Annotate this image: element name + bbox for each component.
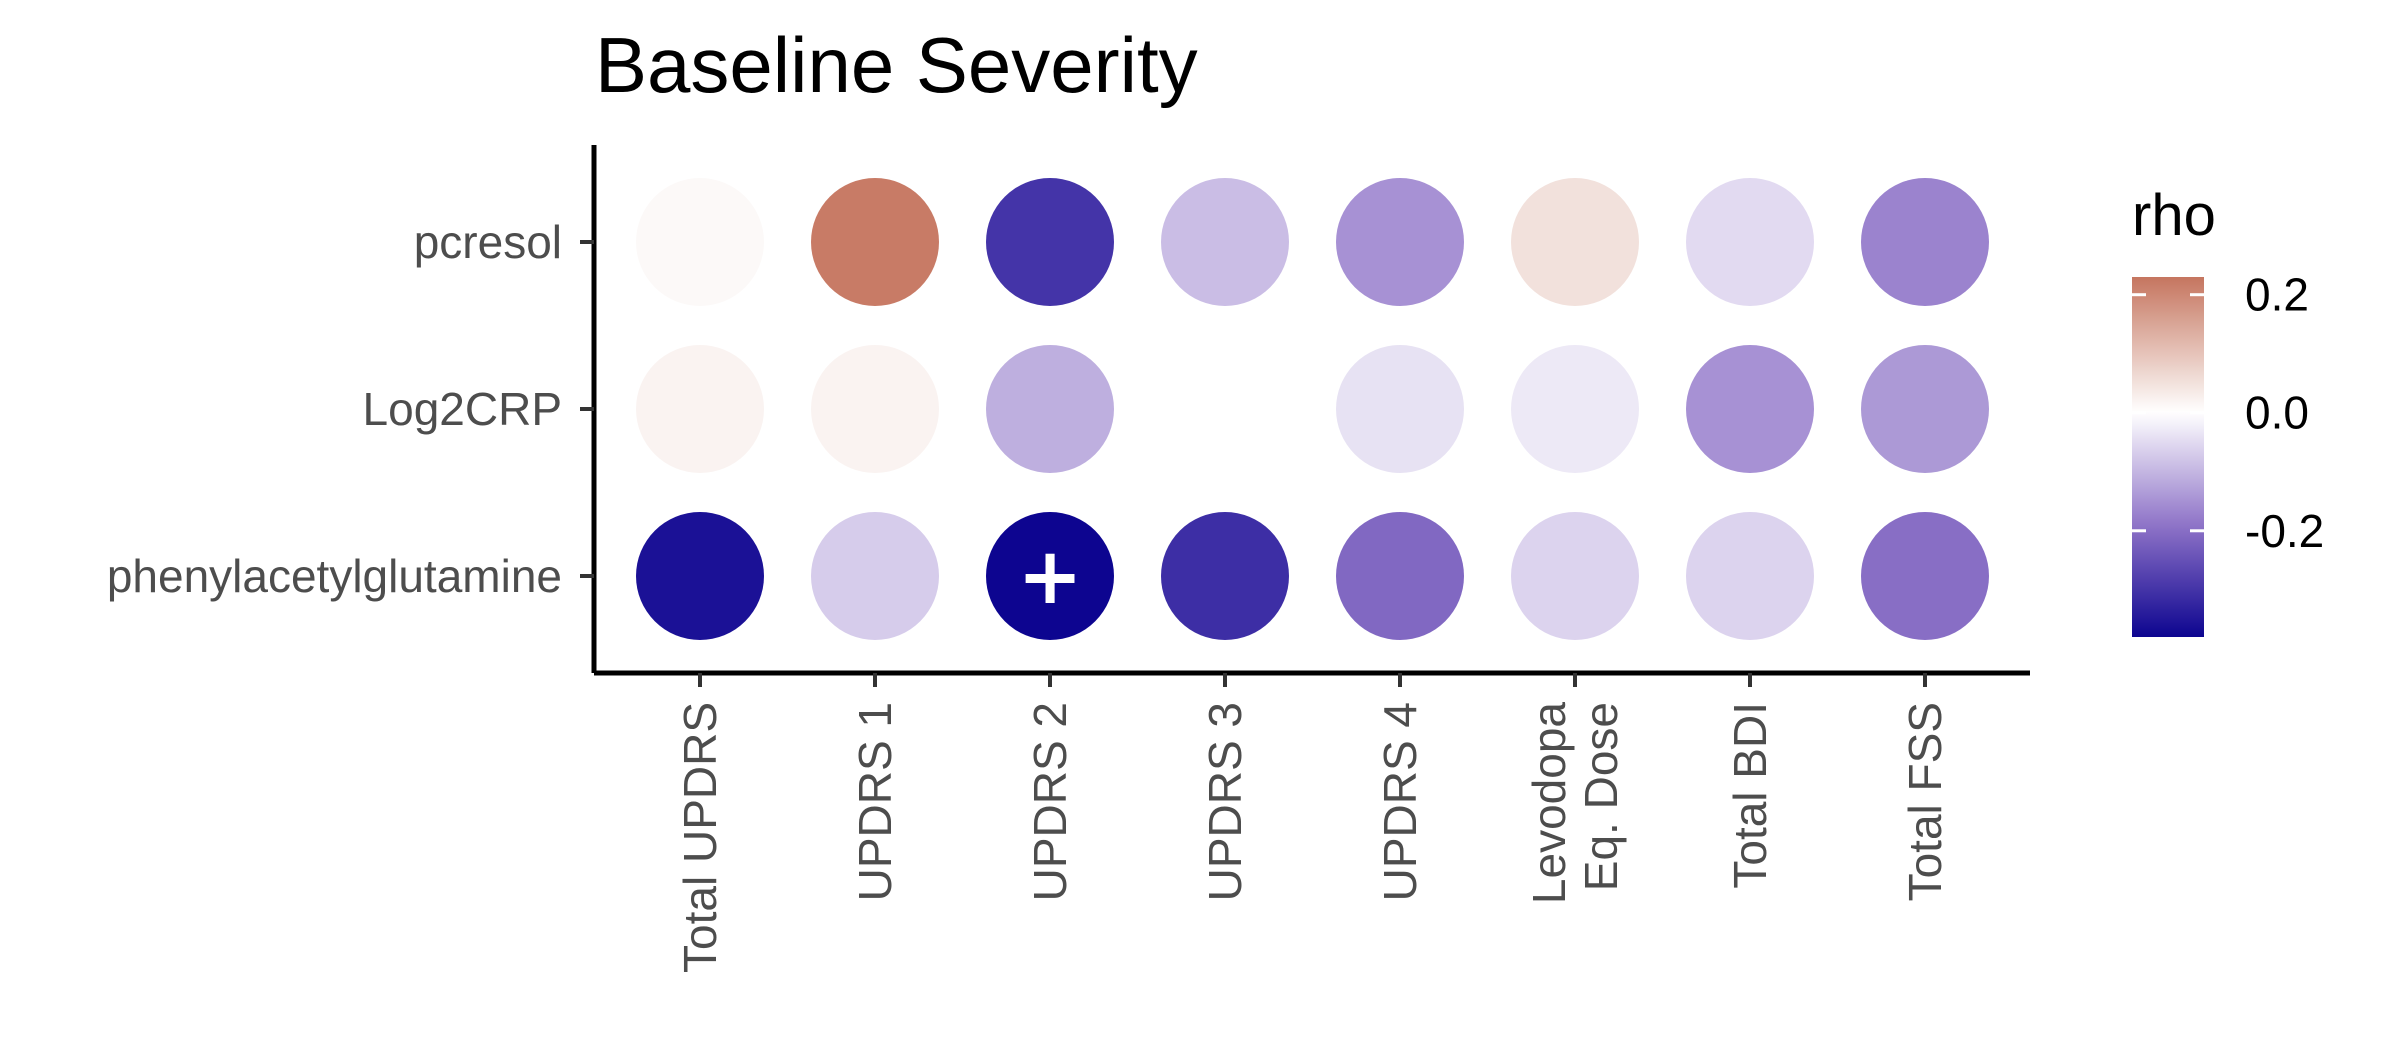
chart-title: Baseline Severity [595,21,1198,109]
data-point [636,178,764,306]
plot-area: pcresol Log2CRP phenylacetylglutamine Total… [107,145,2030,973]
data-point [986,345,1114,473]
significance-marker: + [1017,532,1082,622]
legend-tick-label: 0.2 [2245,269,2309,321]
data-point [1161,345,1289,473]
data-point [636,512,764,640]
data-point [636,345,764,473]
data-point [986,178,1114,306]
y-tick-label: Log2CRP [363,383,562,435]
data-point [1861,345,1989,473]
x-tick-label: UPDRS 3 [1199,702,1251,901]
x-tick-label-line: UPDRS 3 [1199,702,1251,901]
data-point [1861,178,1989,306]
data-point [1511,512,1639,640]
y-tick-label: phenylacetylglutamine [107,550,562,602]
y-tick-label: pcresol [414,216,562,268]
x-tick-label-line: Eq. Dose [1575,702,1627,891]
legend-tick-label: 0.0 [2245,387,2309,439]
legend: rho 0.2 0.0 -0.2 [2132,183,2324,637]
x-tick-label: UPDRS 2 [1024,702,1076,901]
data-point [1336,178,1464,306]
data-point [1336,512,1464,640]
x-tick-label: UPDRS 4 [1374,702,1426,901]
x-tick-label-line: Total UPDRS [674,702,726,973]
legend-colorbar [2132,277,2204,637]
data-point [1686,345,1814,473]
data-point [811,178,939,306]
x-tick-label-line: Total FSS [1899,702,1951,901]
data-point [1161,178,1289,306]
data-point [1511,345,1639,473]
data-point [1861,512,1989,640]
data-point [811,512,939,640]
legend-tick-label: -0.2 [2245,505,2324,557]
x-tick-label-line: Total BDI [1724,702,1776,889]
x-tick-label-line: UPDRS 4 [1374,702,1426,901]
x-tick-label: Levodopa Eq. Dose [1523,702,1627,904]
x-tick-label: UPDRS 1 [849,702,901,901]
x-tick-label: Total BDI [1724,702,1776,889]
x-tick-label: Total UPDRS [674,702,726,973]
x-tick-label-line: UPDRS 1 [849,702,901,901]
data-point [1511,178,1639,306]
data-point [1686,512,1814,640]
data-point [811,345,939,473]
data-point [986,512,1114,640]
legend-title: rho [2132,183,2216,248]
data-point [1336,345,1464,473]
data-point [1686,178,1814,306]
x-tick-label-line: UPDRS 2 [1024,702,1076,901]
x-tick-label-line: Levodopa [1523,702,1575,904]
data-point [1161,512,1289,640]
x-tick-label: Total FSS [1899,702,1951,901]
